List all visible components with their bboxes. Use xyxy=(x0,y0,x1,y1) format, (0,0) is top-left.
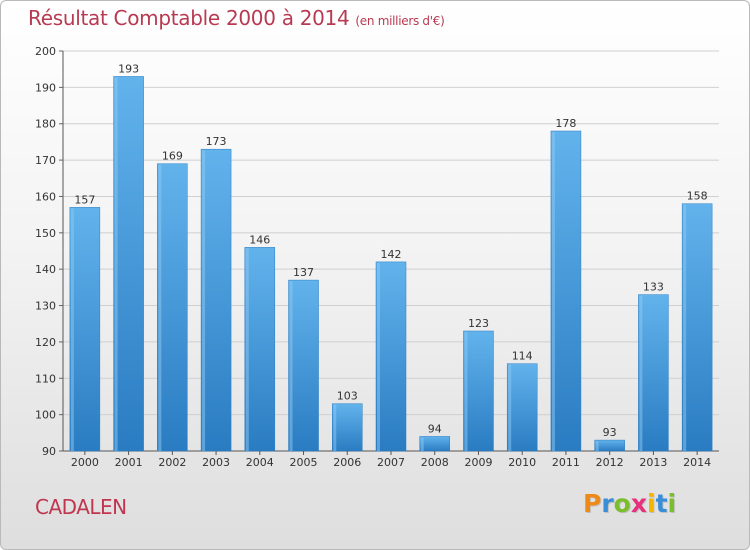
x-tick-label: 2007 xyxy=(377,456,405,469)
value-label: 146 xyxy=(249,233,270,246)
y-tick-label: 90 xyxy=(42,445,56,458)
value-label: 173 xyxy=(206,135,227,148)
y-tick-label: 180 xyxy=(35,118,56,131)
bar xyxy=(200,148,232,452)
value-label: 157 xyxy=(74,193,95,206)
x-tick-label: 2001 xyxy=(115,456,143,469)
value-label: 169 xyxy=(162,150,183,163)
bar-highlight xyxy=(289,281,293,451)
bar-highlight xyxy=(420,437,424,451)
bar xyxy=(288,279,319,452)
bar xyxy=(681,203,713,452)
commune-name: CADALEN xyxy=(35,495,127,519)
y-tick-label: 100 xyxy=(35,409,56,422)
x-tick-label: 2004 xyxy=(246,456,274,469)
proxiti-logo: Proxiti xyxy=(583,489,676,518)
x-tick-label: 2013 xyxy=(639,456,667,469)
y-tick-label: 110 xyxy=(35,372,56,385)
bar xyxy=(463,330,494,452)
bar-highlight xyxy=(683,204,687,451)
proxiti-logo-letter: P xyxy=(583,489,602,518)
bar-highlight xyxy=(202,150,206,451)
bar-highlight xyxy=(245,248,249,451)
bar-highlight xyxy=(114,77,118,452)
x-tick-label: 2005 xyxy=(290,456,318,469)
value-label: 137 xyxy=(293,266,314,279)
proxiti-logo-letter: o xyxy=(613,489,631,518)
bar xyxy=(419,436,450,452)
bar-highlight xyxy=(377,262,380,451)
y-tick-label: 120 xyxy=(35,336,56,349)
bar xyxy=(638,294,669,452)
value-label: 178 xyxy=(555,117,576,130)
bar xyxy=(550,130,582,452)
bar xyxy=(244,247,276,452)
proxiti-logo-letter: t xyxy=(655,489,668,518)
y-tick-label: 190 xyxy=(35,81,56,94)
x-tick-label: 2006 xyxy=(333,456,361,469)
bar xyxy=(506,363,538,452)
bar xyxy=(157,163,188,452)
value-label: 123 xyxy=(468,317,489,330)
x-tick-label: 2011 xyxy=(552,456,580,469)
value-label: 114 xyxy=(512,350,533,363)
bar xyxy=(332,403,363,452)
y-tick-label: 140 xyxy=(35,263,56,276)
bar-highlight xyxy=(464,332,468,451)
x-tick-label: 2009 xyxy=(464,456,492,469)
x-tick-label: 2002 xyxy=(158,456,186,469)
x-tick-label: 2014 xyxy=(683,456,711,469)
bar xyxy=(594,439,625,452)
y-tick-label: 130 xyxy=(35,300,56,313)
y-tick-label: 200 xyxy=(35,45,56,58)
value-label: 94 xyxy=(428,422,442,435)
x-tick-label: 2000 xyxy=(71,456,99,469)
bar xyxy=(113,76,144,452)
x-tick-label: 2012 xyxy=(596,456,624,469)
bar-highlight xyxy=(158,164,162,451)
value-label: 193 xyxy=(118,62,139,75)
y-tick-label: 170 xyxy=(35,154,56,167)
value-label: 133 xyxy=(643,281,664,294)
y-tick-label: 160 xyxy=(35,190,56,203)
value-label: 93 xyxy=(603,426,617,439)
x-tick-label: 2010 xyxy=(508,456,536,469)
bar-highlight xyxy=(508,364,512,451)
x-tick-label: 2003 xyxy=(202,456,230,469)
bar-highlight xyxy=(639,295,643,451)
chart-subtitle: (en milliers d'€) xyxy=(355,14,445,28)
y-tick-label: 150 xyxy=(35,227,56,240)
value-label: 103 xyxy=(337,390,358,403)
bar-highlight xyxy=(551,132,555,451)
x-tick-label: 2008 xyxy=(421,456,449,469)
proxiti-logo-letter: x xyxy=(630,489,647,518)
bar-highlight xyxy=(70,208,74,451)
chart-title: Résultat Comptable 2000 à 2014 (en millie… xyxy=(28,6,445,30)
bar xyxy=(375,261,407,452)
value-label: 158 xyxy=(687,190,708,203)
bar-highlight xyxy=(333,404,337,451)
proxiti-logo-letter: i xyxy=(647,489,656,518)
chart-title-text: Résultat Comptable 2000 à 2014 xyxy=(28,6,350,30)
proxiti-logo-letter: r xyxy=(601,489,614,518)
bar xyxy=(69,207,101,452)
bar-highlight xyxy=(595,441,599,451)
value-label: 142 xyxy=(381,248,402,261)
proxiti-logo-letter: i xyxy=(667,489,677,518)
